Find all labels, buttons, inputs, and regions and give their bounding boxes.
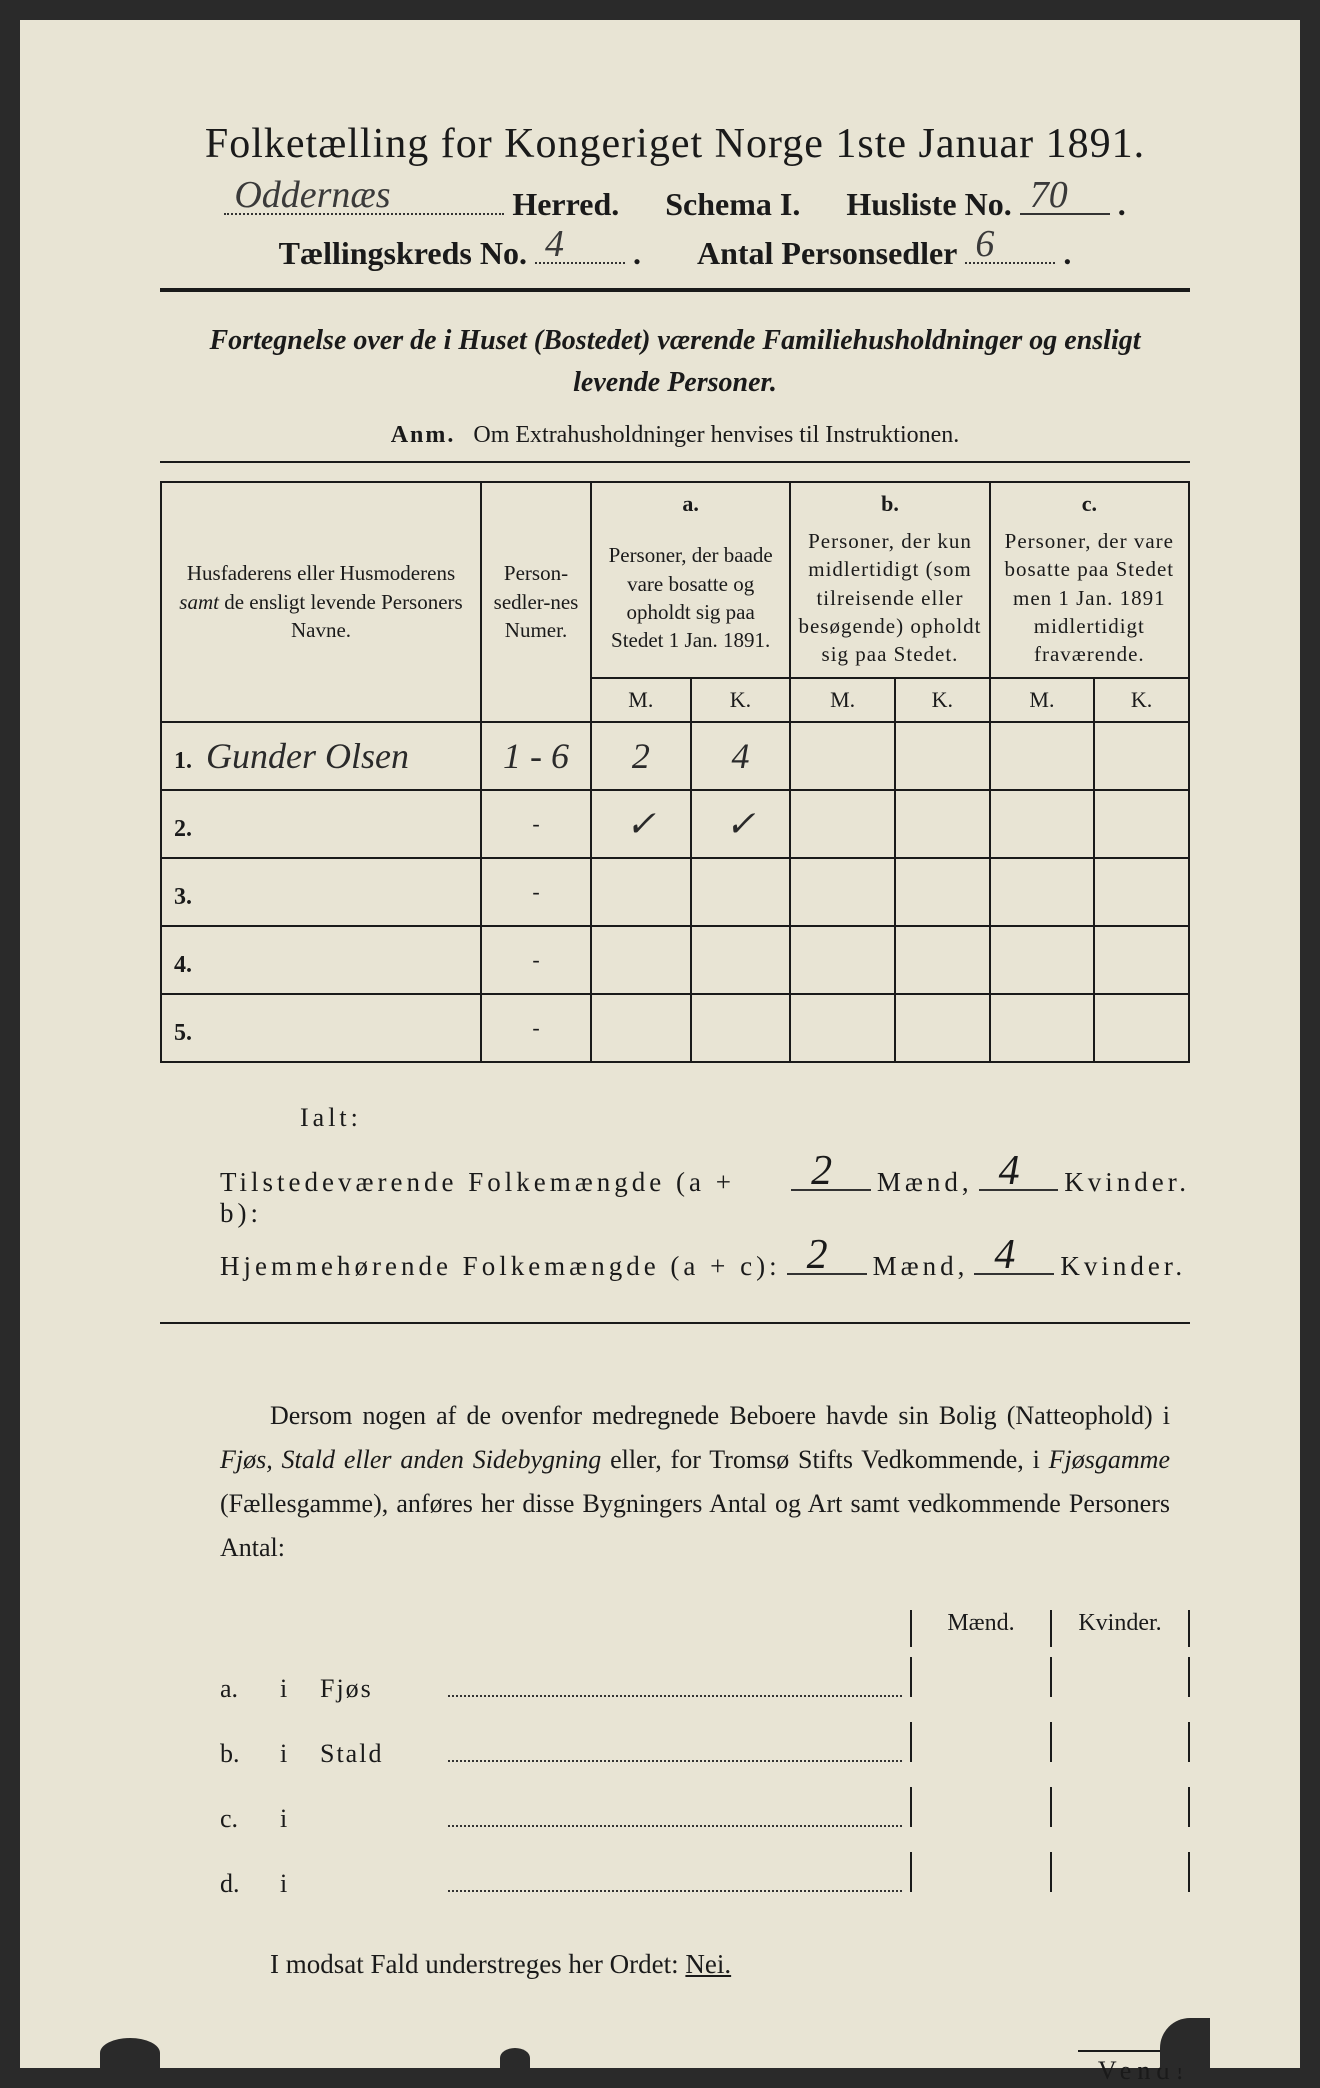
kvinder-label-2: Kvinder.: [1060, 1251, 1186, 1282]
table-row: 1. Gunder Olsen 1 - 6 2 4: [161, 722, 1189, 790]
census-form-page: Folketælling for Kongeriget Norge 1ste J…: [20, 20, 1300, 2068]
para-mid: eller, for Tromsø Stifts Vedkommende, i: [601, 1445, 1048, 1474]
totals-1-k: 4: [999, 1147, 1020, 1195]
table-row: 2. - ✓ ✓: [161, 790, 1189, 858]
side-building-paragraph: Dersom nogen af de ovenfor medregnede Be…: [220, 1394, 1170, 1571]
maend-label-2: Mænd,: [873, 1251, 969, 1282]
herred-value: Oddernæs: [234, 173, 390, 217]
para-pre: Dersom nogen af de ovenfor medregnede Be…: [270, 1401, 1170, 1430]
kreds-field: 4: [535, 236, 625, 264]
col-a-letter: a.: [591, 482, 790, 519]
husliste-label: Husliste No.: [846, 186, 1011, 223]
side-maend-header: Mænd.: [910, 1610, 1050, 1647]
table-row: 4. -: [161, 926, 1189, 994]
herred-label: Herred.: [512, 186, 619, 223]
damage-mark: [100, 2038, 160, 2068]
col-a-desc: Personer, der baade vare bosatte og opho…: [591, 519, 790, 678]
antal-field: 6: [965, 236, 1055, 264]
para-i1: Fjøs, Stald eller anden Sidebygning: [220, 1445, 601, 1474]
col-c-m: M.: [990, 678, 1095, 722]
divider-2: [160, 461, 1190, 463]
husliste-field: 70: [1020, 187, 1110, 215]
totals-2-m-field: 2: [787, 1245, 867, 1275]
schema-label: Schema I.: [665, 186, 800, 223]
sidebuild-row: d. i: [220, 1852, 1190, 1899]
totals-2-k-field: 4: [974, 1245, 1054, 1275]
sidebuild-row: c. i: [220, 1787, 1190, 1834]
subtitle: Fortegnelse over de i Huset (Bostedet) v…: [160, 320, 1190, 404]
anm-note: Anm. Om Extrahusholdninger henvises til …: [160, 422, 1190, 449]
col-c-desc: Personer, der vare bosatte paa Stedet me…: [990, 519, 1189, 678]
col-b-desc: Personer, der kun midlertidigt (som tilr…: [790, 519, 989, 678]
col-numer-header: Person-sedler-nes Numer.: [481, 482, 591, 722]
anm-text: Om Extrahusholdninger henvises til Instr…: [473, 422, 959, 448]
totals-2-label: Hjemmehørende Folkemængde (a + c):: [220, 1251, 781, 1282]
divider-1: [160, 288, 1190, 292]
table-row: 3. -: [161, 858, 1189, 926]
side-kvinder-header: Kvinder.: [1050, 1610, 1190, 1647]
totals-1-k-field: 4: [979, 1161, 1059, 1191]
ialt-label: Ialt:: [300, 1103, 1190, 1133]
subtitle-line2: levende Personer.: [573, 367, 777, 398]
sidebuild-row: a. i Fjøs: [220, 1657, 1190, 1704]
para-end: (Fællesgamme), anføres her disse Bygning…: [220, 1489, 1170, 1562]
sidebuild-row: b. i Stald: [220, 1722, 1190, 1769]
antal-label: Antal Personsedler: [697, 235, 957, 272]
modsat-nei: Nei.: [685, 1949, 731, 1979]
col-c-k: K.: [1094, 678, 1189, 722]
col-c-letter: c.: [990, 482, 1189, 519]
col-b-k: K.: [895, 678, 990, 722]
kreds-label: Tællingskreds No.: [279, 235, 527, 272]
side-building-table: Mænd. Kvinder. a. i Fjøs b. i Stald c. i…: [220, 1610, 1190, 1899]
totals-1-m: 2: [811, 1147, 832, 1195]
col-name-header: Husfaderens eller Husmoderens samt de en…: [161, 482, 481, 722]
col-a-k: K.: [691, 678, 791, 722]
totals-1-label: Tilstedeværende Folkemængde (a + b):: [220, 1167, 785, 1229]
col-a-m: M.: [591, 678, 691, 722]
herred-field: Oddernæs: [224, 187, 504, 215]
col-b-letter: b.: [790, 482, 989, 519]
kvinder-label-1: Kvinder.: [1064, 1167, 1190, 1198]
antal-value: 6: [975, 222, 994, 266]
household-table: Husfaderens eller Husmoderens samt de en…: [160, 481, 1190, 1063]
maend-label-1: Mænd,: [877, 1167, 973, 1198]
modsat-pre: I modsat Fald understreges her Ordet:: [270, 1949, 685, 1979]
totals-line-1: Tilstedeværende Folkemængde (a + b): 2 M…: [220, 1161, 1190, 1229]
divider-3: [160, 1322, 1190, 1324]
totals-2-k: 4: [994, 1231, 1015, 1279]
subtitle-line1: Fortegnelse over de i Huset (Bostedet) v…: [210, 325, 1141, 356]
para-i2: Fjøsgamme: [1049, 1445, 1170, 1474]
totals-2-m: 2: [807, 1231, 828, 1279]
totals-line-2: Hjemmehørende Folkemængde (a + c): 2 Mæn…: [220, 1245, 1190, 1282]
col-b-m: M.: [790, 678, 895, 722]
table-row: 5. -: [161, 994, 1189, 1062]
damage-mark-3: [500, 2048, 530, 2068]
anm-label: Anm.: [391, 422, 456, 448]
totals-1-m-field: 2: [791, 1161, 871, 1191]
header-row-1: Oddernæs Herred. Schema I. Husliste No. …: [160, 186, 1190, 223]
kreds-value: 4: [545, 222, 564, 266]
modsat-line: I modsat Fald understreges her Ordet: Ne…: [270, 1949, 1190, 1980]
page-title: Folketælling for Kongeriget Norge 1ste J…: [160, 120, 1190, 168]
husliste-value: 70: [1030, 173, 1068, 217]
header-row-2: Tællingskreds No. 4 . Antal Personsedler…: [160, 235, 1190, 272]
damage-mark-2: [1160, 2018, 1210, 2068]
